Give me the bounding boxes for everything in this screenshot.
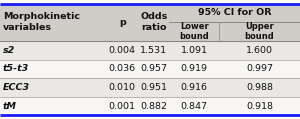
Text: Odds
ratio: Odds ratio: [140, 12, 167, 32]
Text: 0.036: 0.036: [109, 64, 136, 73]
Text: 0.001: 0.001: [109, 102, 136, 111]
Text: Lower
bound: Lower bound: [179, 22, 209, 41]
Text: 0.988: 0.988: [246, 83, 273, 92]
Bar: [0, 4, 300, 41]
Text: p: p: [119, 18, 126, 27]
Text: Morphokinetic
variables: Morphokinetic variables: [3, 12, 80, 32]
Text: s2: s2: [3, 46, 15, 55]
Text: 1.091: 1.091: [181, 46, 208, 55]
Text: Upper
bound: Upper bound: [244, 22, 274, 41]
Text: t5-t3: t5-t3: [3, 64, 29, 73]
Text: 0.997: 0.997: [246, 64, 273, 73]
Bar: [0, 78, 300, 97]
Text: 1.531: 1.531: [140, 46, 167, 55]
Text: tM: tM: [3, 102, 17, 111]
Text: 0.918: 0.918: [246, 102, 273, 111]
Text: 0.916: 0.916: [181, 83, 208, 92]
Text: 0.847: 0.847: [181, 102, 208, 111]
Text: 0.882: 0.882: [140, 102, 167, 111]
Text: 95% CI for OR: 95% CI for OR: [198, 8, 272, 17]
Text: 0.919: 0.919: [181, 64, 208, 73]
Text: 0.004: 0.004: [109, 46, 136, 55]
Text: 0.010: 0.010: [109, 83, 136, 92]
Bar: [0, 60, 300, 78]
Text: 0.957: 0.957: [140, 64, 167, 73]
Bar: [0, 41, 300, 60]
Text: 1.600: 1.600: [246, 46, 273, 55]
Bar: [0, 97, 300, 115]
Text: 0.951: 0.951: [140, 83, 167, 92]
Text: ECC3: ECC3: [3, 83, 30, 92]
